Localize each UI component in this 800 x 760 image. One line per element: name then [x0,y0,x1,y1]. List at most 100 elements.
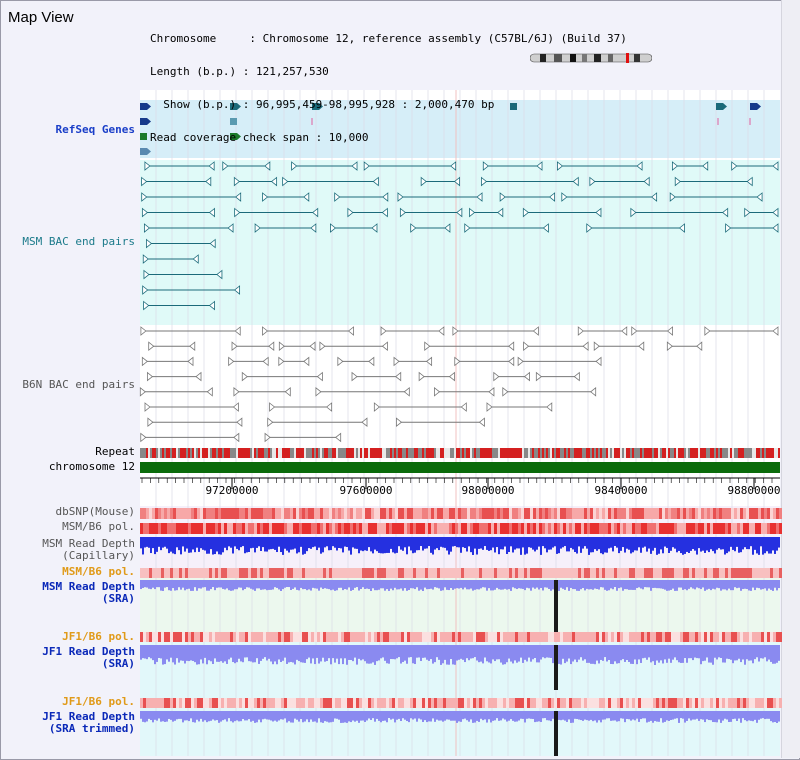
track-label-jf1-depth-trimmed[interactable]: JF1 Read Depth (SRA trimmed) [42,710,135,735]
jf1-b6-pol-cell [731,632,734,642]
track-label-msm-depth-sra[interactable]: MSM Read Depth (SRA) [42,580,135,605]
dbsnp-cell [437,508,440,519]
jf1-sra-depth-bar [706,645,708,658]
jf1-b6-pol-cell [308,632,311,642]
dbsnp-cell [629,508,632,519]
track-label-chromosome[interactable]: chromosome 12 [48,460,135,473]
dbsnp-cell [311,508,314,519]
msm-capillary-depth-bar [154,537,156,555]
msm-bac-pair-end [371,223,378,233]
repeat-segment [382,448,384,458]
page-title: Map View [8,9,74,26]
repeat-segment [430,448,432,458]
jf1-b6-pol-cell [380,632,383,642]
msm-b6-pol2-cell [542,568,545,578]
jf1-trimmed-depth-bar [246,711,248,721]
track-label-refseq[interactable]: RefSeq Genes [55,123,135,136]
dbsnp-cell [749,508,752,519]
jf1-sra-depth-bar [658,645,660,663]
msm-b6-pol-cell [506,523,509,534]
msm-b6-pol-cell [527,523,530,534]
jf1-trimmed-depth-bar [696,711,698,719]
jf1-sra-depth-bar [628,645,630,662]
repeat-segment [176,448,178,458]
track-label-dbsnp[interactable]: dbSNP(Mouse) [55,505,135,518]
jf1-trimmed-depth-bar [666,711,668,721]
track-label-jf1-b6-pol-2[interactable]: JF1/B6 pol. [62,695,135,708]
msm-b6-pol2-cell [269,568,272,578]
track-label-jf1-b6-pol[interactable]: JF1/B6 pol. [62,630,135,643]
track-label-jf1-depth-sra[interactable]: JF1 Read Depth (SRA) [42,645,135,670]
msm-bac-pair-end [456,207,463,218]
msm-bac-pair-end [146,238,153,249]
jf1-b6-pol-cell [725,632,728,642]
dbsnp-cell [467,508,470,519]
msm-b6-pol2-cell [386,568,389,578]
jf1-trimmed-depth-bar [300,711,302,719]
msm-sra-depth-bar [368,580,370,590]
jf1-trimmed-depth-bar [306,711,308,720]
track-label-b6n-bac[interactable]: B6N BAC end pairs [22,378,135,391]
dbsnp-cell [761,508,764,519]
jf1-sra-depth-bar [586,645,588,663]
jf1-trimmed-depth-bar [210,711,212,721]
jf1-sra-depth-bar [368,645,370,664]
msm-sra-depth-bar [510,580,512,591]
jf1-trimmed-depth-bar [642,711,644,719]
track-label-repeat[interactable]: Repeat [95,445,135,458]
msm-capillary-depth-bar [234,537,236,547]
jf1-b6-pol2-cell [284,698,287,708]
repeat-segment [374,448,376,458]
dbsnp-cell [548,508,551,519]
msm-capillary-depth-bar [520,537,522,555]
jf1-sra-depth-bar [248,645,250,662]
b6n-bac-pair-end [488,386,495,397]
jf1-trimmed-depth-bar [646,711,648,723]
repeat-segment [486,448,488,458]
msm-capillary-depth-bar [770,537,772,554]
b6n-bac-pair-end [139,386,146,397]
jf1-b6-pol2-cell [602,698,605,708]
msm-capillary-depth-bar [314,537,316,547]
msm-b6-pol2-cell [545,568,548,578]
jf1-sra-depth-bar [288,645,290,663]
track-label-msm-b6-pol[interactable]: MSM/B6 pol. [62,520,135,533]
b6n-bac-pair-end [278,356,285,367]
jf1-b6-pol-cell [215,632,218,642]
msm-b6-pol2-cell [230,568,233,578]
msm-sra-depth-bar [260,580,262,590]
chromosome-ideogram[interactable] [530,53,652,63]
msm-sra-depth-bar [636,580,638,589]
jf1-sra-depth-bar [374,645,376,665]
jf1-b6-pol2-cell [293,698,296,708]
msm-capillary-depth-bar [382,537,384,554]
track-label-msm-b6-pol-2[interactable]: MSM/B6 pol. [62,565,135,578]
msm-sra-depth-bar [526,580,528,588]
msm-sra-depth-bar [210,580,212,590]
jf1-b6-pol-cell [449,632,452,642]
dbsnp-cell [638,508,641,519]
jf1-trimmed-depth-bar [238,711,240,722]
jf1-b6-pol-cell [437,632,440,642]
msm-b6-pol2-cell [533,568,536,578]
repeat-segment [390,448,392,458]
repeat-segment [262,448,264,458]
msm-b6-pol-cell [266,523,269,534]
jf1-b6-pol-cell [275,632,278,642]
msm-capillary-depth-bar [656,537,658,555]
msm-b6-pol-cell [308,523,311,534]
jf1-b6-pol2-cell [332,698,335,708]
jf1-sra-depth-bar [394,645,396,660]
scroll-track[interactable] [781,0,800,758]
dbsnp-cell [341,508,344,519]
msm-capillary-depth-bar [580,537,582,553]
jf1-trimmed-depth-bar [154,711,156,720]
msm-bac-pair-end [363,161,370,171]
jf1-trimmed-depth-bar [340,711,342,723]
msm-capillary-depth-bar [310,537,312,549]
jf1-sra-depth-bar [458,645,460,660]
msm-capillary-depth-bar [750,537,752,547]
jf1-b6-pol-cell [581,632,584,642]
track-label-msm-depth-capillary[interactable]: MSM Read Depth (Capillary) [42,537,135,562]
track-label-msm-bac[interactable]: MSM BAC end pairs [22,235,135,248]
